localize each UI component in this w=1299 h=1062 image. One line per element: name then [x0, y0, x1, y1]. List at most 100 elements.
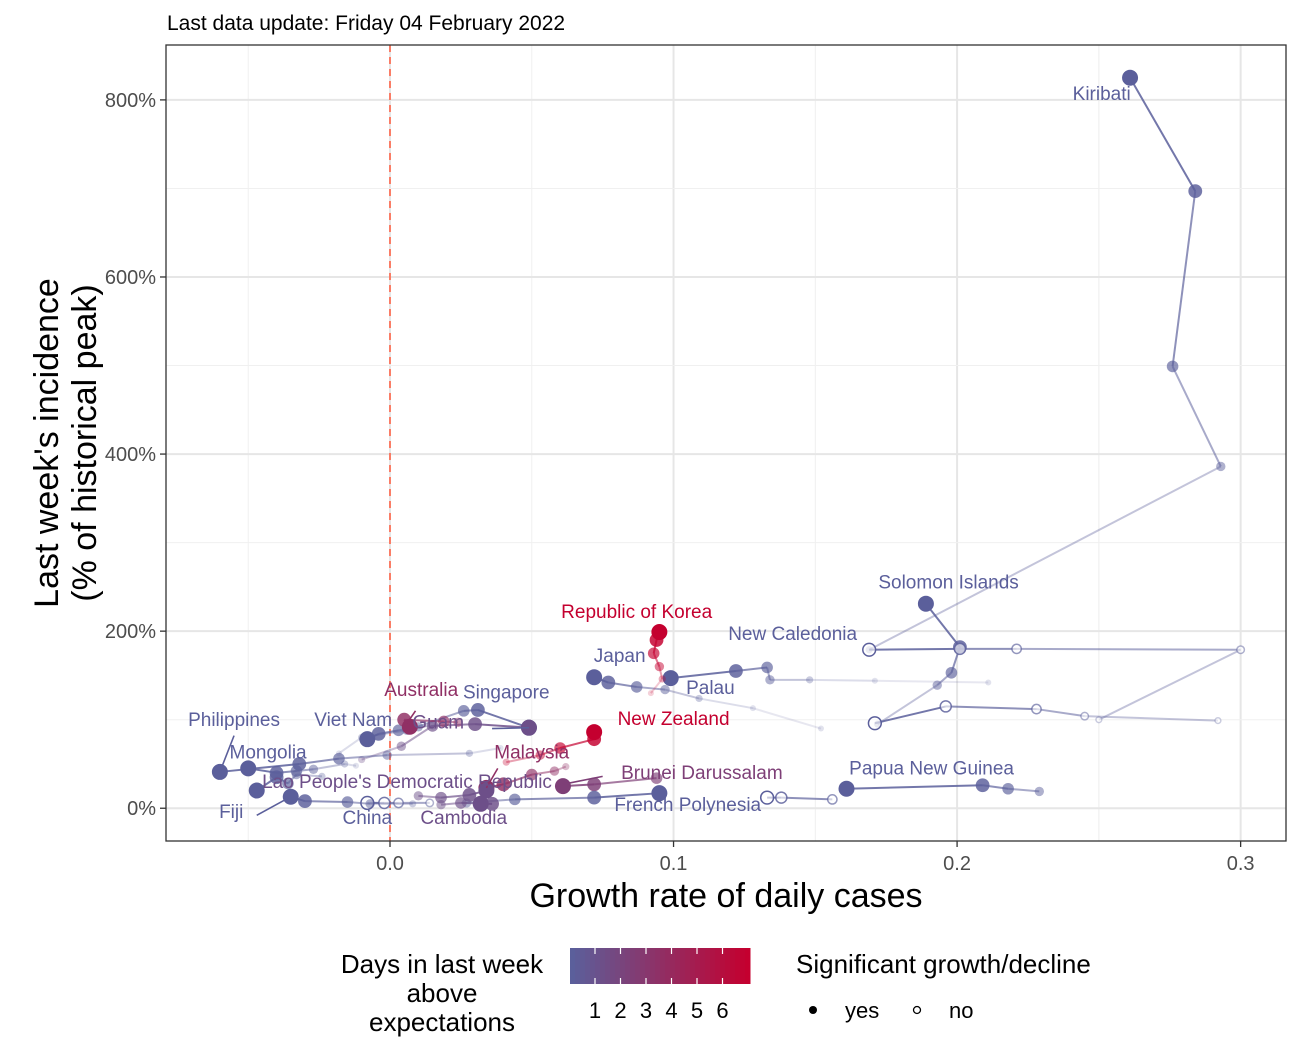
legend-color-bar-segment [640, 948, 646, 984]
legend-color-label: 2 [614, 998, 626, 1023]
series-segment [477, 709, 530, 729]
legend-color-label: 6 [716, 998, 728, 1023]
data-point [647, 647, 660, 660]
y-tick-label: 200% [105, 621, 156, 643]
x-tick-label: 0.0 [376, 853, 404, 875]
y-tick-label: 600% [105, 267, 156, 289]
data-point [658, 675, 666, 683]
y-axis-ticks: 0% 200% 400% 600% 800% [105, 90, 166, 820]
data-point [382, 750, 392, 760]
y-tick-label: 800% [105, 90, 156, 112]
series-segment [338, 754, 388, 760]
legend-color-bar-segment [720, 948, 726, 984]
series-brunei-darussalam [554, 772, 663, 795]
data-point [1166, 360, 1179, 373]
series-segment [219, 762, 300, 773]
legend-color-bar-segment [665, 948, 671, 984]
data-point [525, 768, 538, 781]
legend-color-bar-segment [705, 948, 711, 984]
data-point-open [1214, 716, 1222, 725]
data-point [587, 790, 602, 805]
label-leader-line [492, 726, 529, 730]
legend-color-bar-segment [595, 948, 601, 984]
legend-color-bar-segment [745, 948, 751, 984]
data-point-open [425, 798, 435, 808]
data-point [749, 705, 756, 712]
data-point [508, 793, 521, 806]
series-segment [296, 773, 323, 778]
country-label: Solomon Islands [878, 573, 1018, 594]
series-segment [650, 678, 663, 694]
legend-color-bar-segment [670, 948, 676, 984]
data-point [654, 661, 665, 672]
legend-color-bar-segment [690, 948, 696, 984]
series-segment [1098, 648, 1242, 721]
legend-shape-filled-dot [809, 1006, 817, 1014]
series-segment [945, 705, 1037, 711]
series-segment [670, 670, 737, 680]
data-point [1188, 184, 1203, 198]
data-point-open [826, 793, 838, 805]
country-label: Australia [384, 680, 458, 701]
data-point [468, 717, 482, 732]
country-label: Brunei Darussalam [621, 763, 783, 784]
country-label: China [342, 808, 392, 829]
legend-color-bar-segment [725, 948, 731, 984]
country-label: Papua New Guinea [849, 759, 1014, 780]
data-point [945, 666, 958, 679]
data-point [496, 777, 511, 792]
label-leader-line [485, 767, 499, 789]
legend-color-bar-segment [650, 948, 656, 984]
data-point [457, 705, 470, 717]
legend-color-bar-segment [740, 948, 746, 984]
data-point [1034, 786, 1045, 797]
data-point-open [867, 716, 883, 731]
y-tick-label: 400% [105, 444, 156, 466]
y-tick-label: 0% [127, 798, 156, 820]
series-unlabeled [867, 700, 1222, 731]
data-point [485, 796, 499, 811]
series-segment [1129, 77, 1197, 192]
legend-color-bar-segment [680, 948, 686, 984]
series-segment [387, 752, 470, 757]
data-point-open [759, 790, 775, 805]
legend-color-bar-segment [645, 948, 651, 984]
data-point [761, 661, 773, 674]
legend-color-bar-segment [655, 948, 661, 984]
legend-color-bar-segment [625, 948, 631, 984]
data-point-open [1080, 711, 1090, 721]
series-segment [809, 678, 875, 682]
series-lao-people-s-democratic-republic [413, 782, 495, 804]
country-labels: Kiribati Solomon Islands New Caledonia Repu… [188, 84, 1131, 829]
series-japan [586, 669, 824, 732]
data-point [502, 758, 510, 766]
data-point-open [939, 700, 953, 713]
data-point [649, 633, 664, 647]
legend-color-bar-segment [635, 948, 641, 984]
legend-color-bar-segment [570, 948, 576, 984]
y-axis-label-line1: Last week's incidence [28, 278, 66, 608]
legend-color-title-line: expectations [369, 1007, 515, 1037]
data-point [269, 770, 284, 785]
series-segment [874, 705, 946, 725]
data-point [462, 788, 477, 802]
data-point [838, 780, 855, 797]
legend-color-title-line: above [407, 978, 478, 1008]
series-segment [846, 784, 983, 790]
series-segment [658, 666, 664, 680]
series-segment [506, 754, 541, 764]
data-point [352, 762, 359, 769]
legend-color-bar-segment [630, 948, 636, 984]
legend-color-bar-segment [700, 948, 706, 984]
legend-color-bar-segment [695, 948, 701, 984]
data-point [806, 676, 814, 684]
legend-color-bar-segment [575, 948, 581, 984]
data-point [1122, 69, 1139, 86]
country-label: Mongolia [230, 743, 308, 764]
data-point [472, 795, 489, 812]
data-point-open [1011, 643, 1023, 655]
data-point [341, 760, 349, 768]
